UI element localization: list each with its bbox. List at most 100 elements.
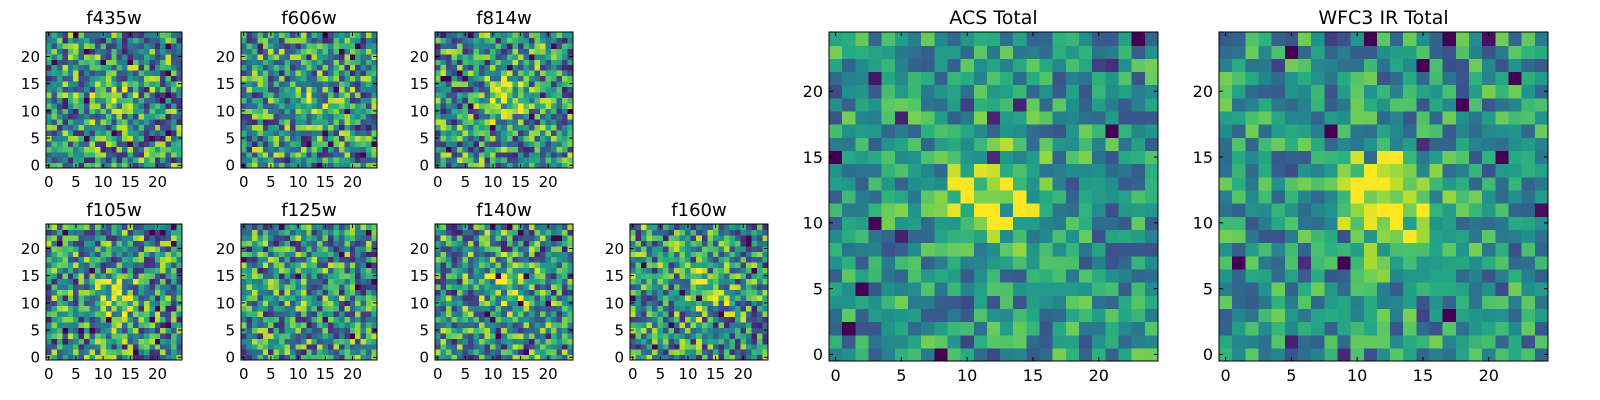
heatmap-cell bbox=[855, 176, 870, 191]
heatmap-cell bbox=[751, 245, 758, 252]
heatmap-cell bbox=[707, 229, 714, 236]
heatmap-cell bbox=[138, 91, 145, 98]
heatmap-cell bbox=[360, 80, 367, 87]
heatmap-cell bbox=[89, 102, 96, 109]
heatmap-cell bbox=[523, 229, 530, 236]
heatmap-cell bbox=[56, 124, 63, 131]
heatmap-cell bbox=[446, 283, 453, 290]
heatmap-cell bbox=[56, 343, 63, 350]
heatmap-cell bbox=[921, 176, 935, 191]
heatmap-cell bbox=[257, 316, 264, 323]
heatmap-cell bbox=[495, 32, 502, 39]
heatmap-cell bbox=[84, 86, 91, 93]
heatmap-cell bbox=[501, 48, 508, 55]
heatmap-cell bbox=[446, 316, 453, 323]
heatmap-cell bbox=[523, 343, 530, 350]
heatmap-cell bbox=[451, 332, 458, 339]
heatmap-cell bbox=[344, 162, 351, 169]
heatmap-cell bbox=[690, 300, 697, 307]
heatmap-cell bbox=[1131, 334, 1146, 349]
heatmap-cell bbox=[657, 305, 664, 312]
heatmap-cell bbox=[300, 53, 307, 60]
heatmap-cell bbox=[1144, 282, 1159, 296]
heatmap-cell bbox=[446, 124, 453, 131]
heatmap-cell bbox=[73, 245, 80, 252]
heatmap-cell bbox=[495, 224, 502, 231]
heatmap-cell bbox=[556, 262, 563, 269]
heatmap-cell bbox=[646, 267, 653, 274]
heatmap-cell bbox=[907, 282, 922, 296]
heatmap-cell bbox=[62, 113, 69, 120]
heatmap-cell bbox=[279, 234, 286, 241]
heatmap-cell bbox=[67, 53, 74, 60]
heatmap-cell bbox=[1013, 229, 1027, 244]
heatmap-cell bbox=[539, 229, 546, 236]
heatmap-cell bbox=[154, 305, 161, 312]
heatmap-cell bbox=[333, 37, 340, 44]
heatmap-cell bbox=[360, 162, 367, 169]
heatmap-cell bbox=[143, 140, 150, 147]
heatmap-cell bbox=[473, 354, 480, 361]
heatmap-cell bbox=[1013, 347, 1027, 362]
heatmap-cell bbox=[561, 32, 569, 39]
heatmap-cell bbox=[545, 119, 552, 126]
heatmap-cell bbox=[663, 294, 670, 301]
heatmap-cell bbox=[371, 278, 378, 285]
heatmap-cell bbox=[685, 332, 692, 339]
heatmap-cell bbox=[306, 278, 313, 285]
heatmap-cell bbox=[495, 162, 502, 169]
heatmap-cell bbox=[360, 129, 367, 136]
heatmap-cell bbox=[300, 338, 307, 345]
heatmap-cell bbox=[84, 91, 91, 98]
heatmap-cell bbox=[435, 332, 442, 339]
heatmap-cell bbox=[751, 343, 758, 350]
heatmap-cell bbox=[149, 157, 156, 164]
heatmap-cell bbox=[490, 75, 497, 82]
heatmap-cell bbox=[279, 338, 286, 345]
heatmap-cell bbox=[484, 332, 491, 339]
heatmap-cell bbox=[241, 37, 248, 44]
heatmap-cell bbox=[355, 151, 362, 158]
heatmap-cell bbox=[495, 80, 502, 87]
heatmap-cell bbox=[1144, 347, 1159, 362]
heatmap-cell bbox=[268, 321, 275, 328]
heatmap-cell bbox=[111, 224, 118, 231]
heatmap-cell bbox=[371, 234, 378, 241]
heatmap-cell bbox=[740, 245, 747, 252]
heatmap-cell bbox=[73, 338, 80, 345]
heatmap-cell bbox=[251, 129, 258, 136]
heatmap-cell bbox=[468, 240, 475, 247]
heatmap-cell bbox=[56, 305, 63, 312]
heatmap-cell bbox=[707, 251, 714, 258]
heatmap-cell bbox=[127, 75, 134, 82]
heatmap-cell bbox=[268, 338, 275, 345]
heatmap-cell bbox=[523, 327, 530, 334]
heatmap-cell bbox=[517, 332, 524, 339]
heatmap-cell bbox=[657, 343, 664, 350]
heatmap-cell bbox=[550, 332, 558, 339]
heatmap-cell bbox=[506, 32, 513, 39]
heatmap-cell bbox=[268, 86, 275, 93]
heatmap-cell bbox=[630, 229, 637, 236]
heatmap-cell bbox=[176, 267, 183, 274]
heatmap-cell bbox=[561, 305, 569, 312]
heatmap-cell bbox=[289, 289, 296, 296]
heatmap-cell bbox=[567, 37, 574, 44]
heatmap-cell bbox=[506, 272, 513, 279]
heatmap-cell bbox=[539, 37, 546, 44]
heatmap-cell bbox=[262, 229, 269, 236]
heatmap-cell bbox=[723, 349, 730, 356]
heatmap-cell bbox=[506, 224, 513, 231]
heatmap-cell bbox=[268, 256, 275, 263]
heatmap-cell bbox=[143, 338, 150, 345]
heatmap-cell bbox=[262, 162, 269, 169]
y-tick-label: 15 bbox=[21, 267, 40, 285]
heatmap-cell bbox=[176, 124, 183, 131]
heatmap-cell bbox=[338, 256, 345, 263]
heatmap-cell bbox=[284, 289, 291, 296]
heatmap-cell bbox=[523, 124, 530, 131]
heatmap-cell bbox=[251, 113, 258, 120]
heatmap-cell bbox=[550, 59, 558, 66]
heatmap-cell bbox=[451, 305, 458, 312]
heatmap-cell bbox=[360, 245, 367, 252]
